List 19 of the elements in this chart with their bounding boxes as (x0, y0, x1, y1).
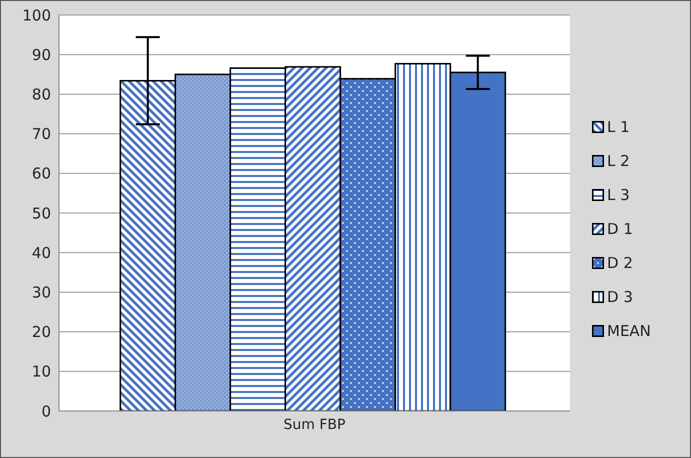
y-tick-label: 10 (32, 362, 51, 381)
legend-label: L 3 (607, 186, 630, 204)
y-tick-label: 70 (32, 125, 51, 144)
y-tick-label: 30 (32, 284, 51, 302)
y-tick-label: 60 (32, 164, 51, 183)
legend-label: D 3 (607, 288, 633, 306)
y-tick-label: 80 (32, 86, 51, 104)
y-tick-label: 20 (32, 323, 51, 342)
y-tick-label: 40 (32, 244, 51, 262)
legend-label: D 2 (607, 254, 633, 272)
legend-label: L 1 (607, 118, 630, 136)
legend-label: D 1 (607, 220, 633, 238)
y-tick-label: 100 (22, 6, 51, 24)
y-tick-label: 50 (32, 204, 51, 222)
y-tick-label: 90 (32, 46, 51, 64)
x-tick-label: Sum FBP (284, 416, 346, 433)
legend-label: L 2 (607, 152, 630, 170)
legend-label: MEAN (607, 322, 651, 340)
y-tick-label: 0 (41, 402, 51, 420)
